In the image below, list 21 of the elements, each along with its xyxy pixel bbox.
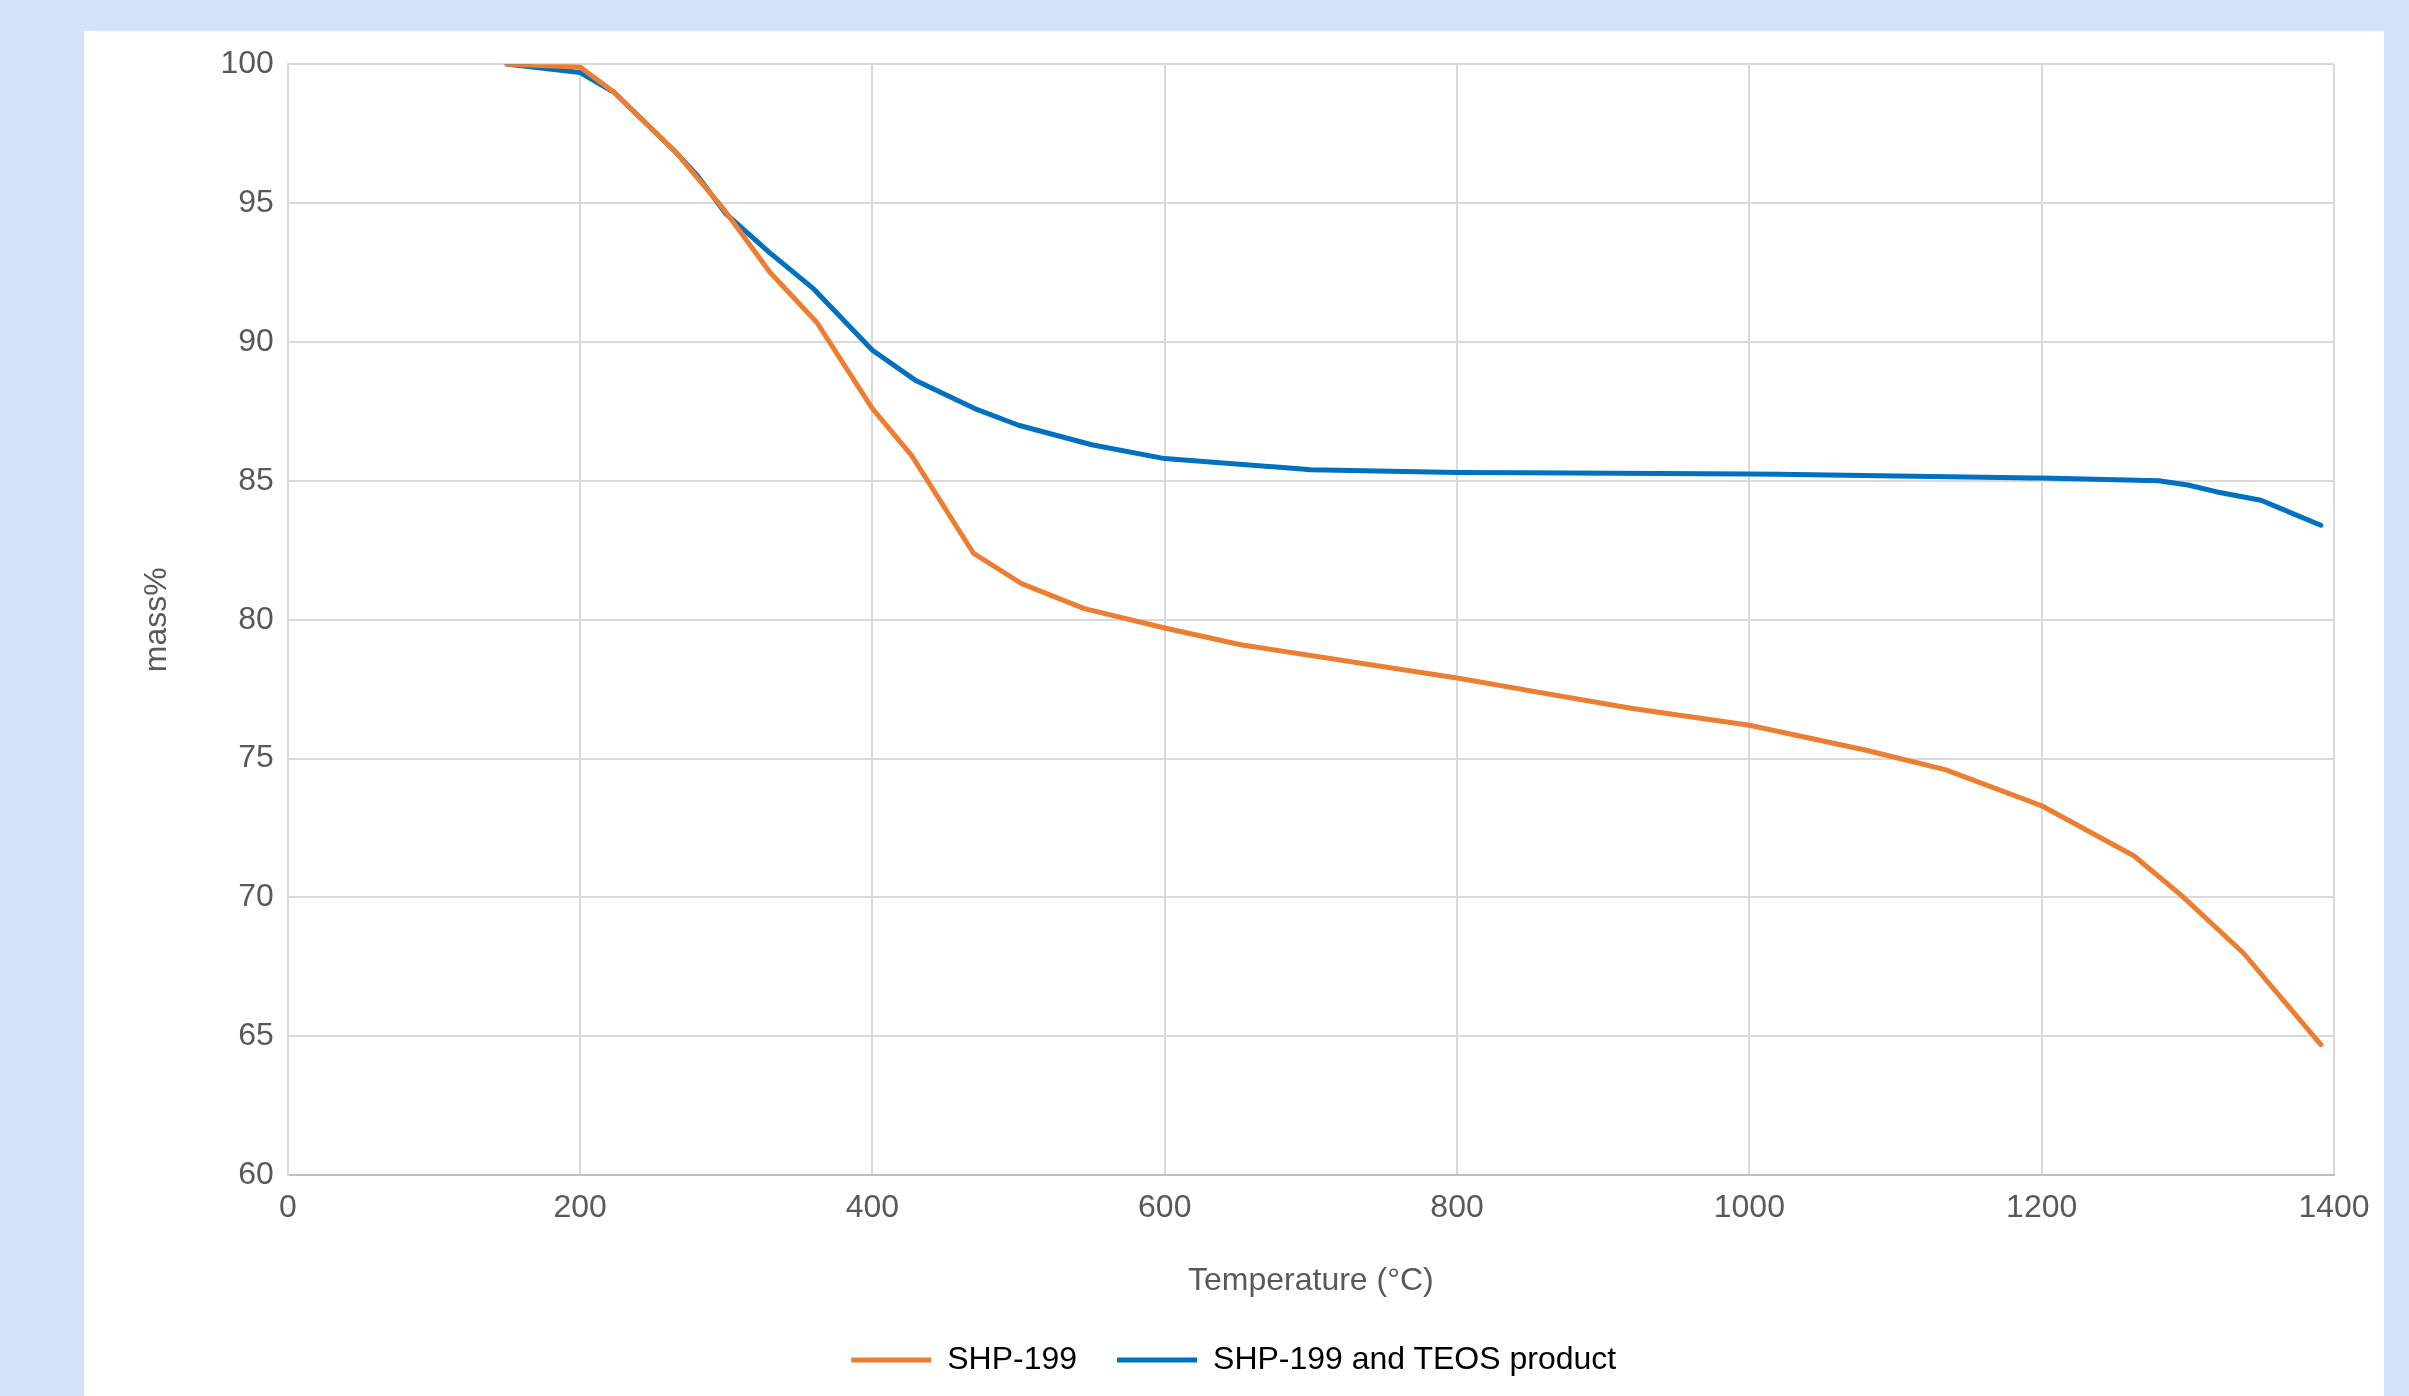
- x-tick-label: 800: [1430, 1188, 1484, 1225]
- legend-label: SHP-199: [947, 1339, 1078, 1376]
- x-tick-label: 400: [845, 1188, 900, 1225]
- y-tick-label: 60: [238, 1155, 274, 1192]
- x-axis-title: Temperature (°C): [1188, 1260, 1434, 1297]
- x-tick-label: 1000: [1713, 1188, 1785, 1225]
- y-axis-title: mass%: [137, 567, 174, 673]
- x-tick-label: 0: [278, 1188, 297, 1225]
- legend-label: SHP-199 and TEOS product: [1213, 1339, 1617, 1376]
- x-tick-label: 1200: [2006, 1188, 2078, 1225]
- y-tick-label: 85: [238, 460, 274, 497]
- x-tick-label: 200: [553, 1188, 607, 1225]
- y-tick-label: 95: [238, 182, 274, 219]
- y-tick-label: 65: [238, 1016, 274, 1053]
- y-tick-label: 75: [238, 738, 274, 775]
- y-tick-label: 100: [220, 44, 274, 81]
- y-tick-label: 70: [238, 877, 274, 914]
- x-tick-label: 600: [1138, 1188, 1192, 1225]
- y-tick-label: 90: [238, 321, 274, 358]
- y-tick-label: 80: [238, 599, 274, 636]
- x-tick-label: 1400: [2298, 1188, 2370, 1225]
